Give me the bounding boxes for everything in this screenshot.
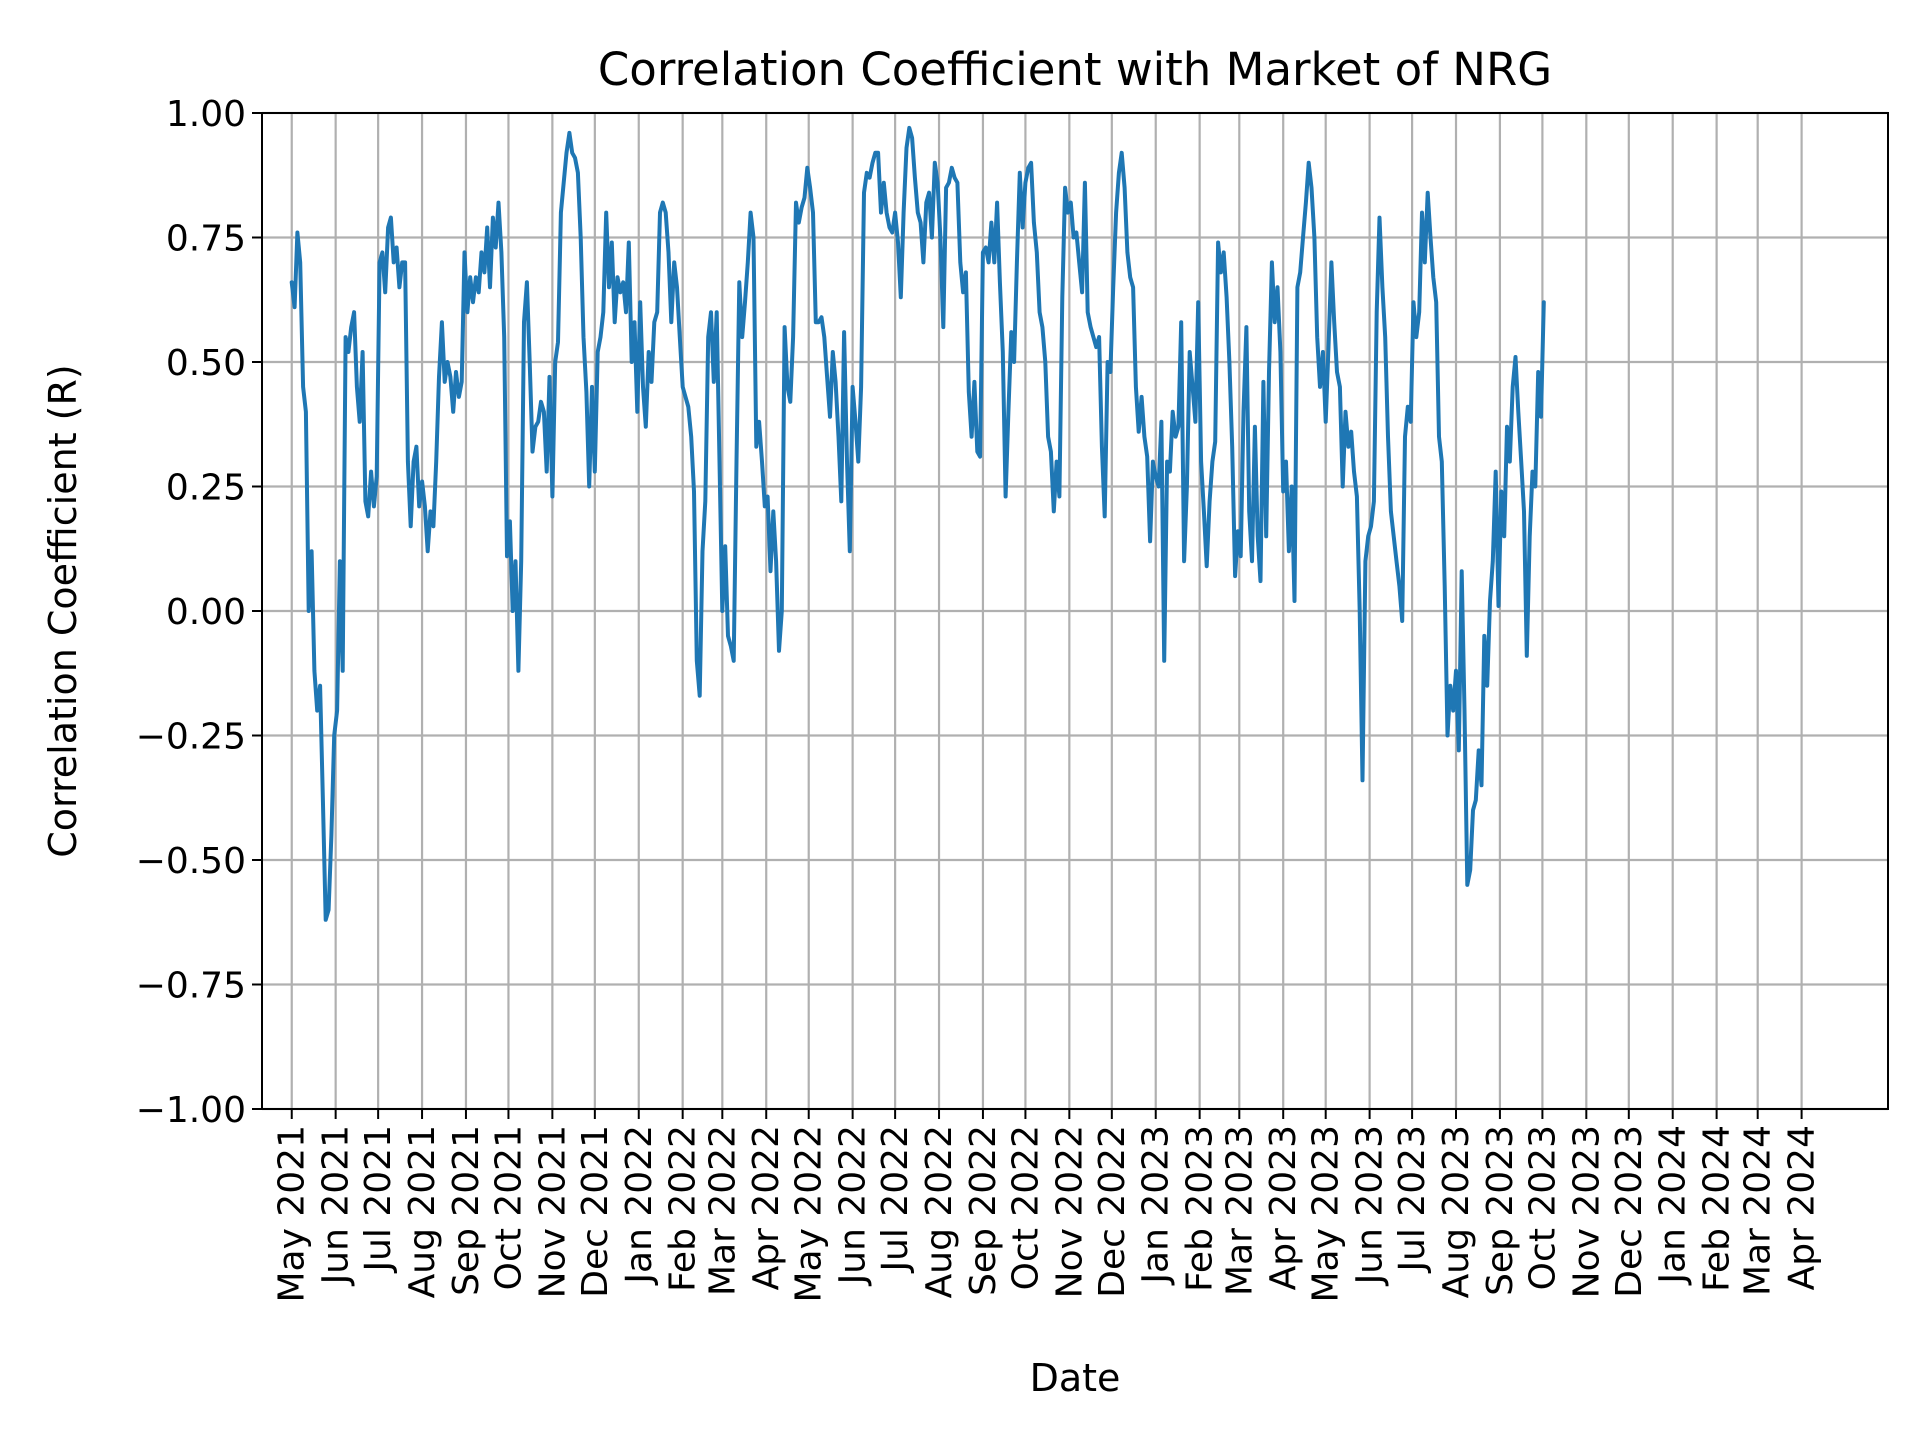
x-tick-label: Oct 2023 bbox=[1522, 1125, 1563, 1290]
x-tick-label: Dec 2023 bbox=[1609, 1125, 1650, 1298]
x-tick-label: Jun 2022 bbox=[833, 1125, 874, 1286]
series-layer bbox=[289, 125, 1546, 922]
y-tick-label: −0.75 bbox=[136, 966, 246, 1007]
x-tick-label: Mar 2022 bbox=[702, 1125, 743, 1296]
series-line bbox=[289, 125, 1546, 922]
x-tick-label: Apr 2022 bbox=[746, 1125, 787, 1290]
y-tick-label: −0.50 bbox=[136, 841, 246, 882]
x-tick-label: Nov 2022 bbox=[1049, 1125, 1090, 1298]
x-tick-label: Sep 2022 bbox=[963, 1125, 1004, 1296]
x-tick-label: Aug 2021 bbox=[402, 1125, 443, 1298]
y-tick-label: 1.00 bbox=[166, 94, 246, 135]
x-tick-label: Feb 2022 bbox=[663, 1125, 704, 1292]
x-tick-label: Jun 2021 bbox=[316, 1125, 357, 1286]
x-tick-label: Jan 2024 bbox=[1653, 1125, 1694, 1286]
y-tick-label: 0.50 bbox=[166, 343, 246, 384]
x-tick-label: Jul 2021 bbox=[358, 1125, 399, 1274]
x-tick-label: May 2022 bbox=[789, 1125, 830, 1303]
x-tick-label: Jan 2023 bbox=[1136, 1125, 1177, 1286]
x-axis-label: Date bbox=[1030, 1356, 1121, 1400]
x-tick-label: May 2021 bbox=[272, 1125, 313, 1303]
x-tick-label: Oct 2022 bbox=[1005, 1125, 1046, 1290]
x-tick-label: Jul 2022 bbox=[875, 1125, 916, 1274]
x-tick-label: Feb 2024 bbox=[1697, 1125, 1738, 1292]
x-tick-label: Nov 2021 bbox=[532, 1125, 573, 1298]
x-tick-label: Aug 2022 bbox=[919, 1125, 960, 1298]
x-tick-label: Jan 2022 bbox=[619, 1125, 660, 1286]
x-tick-label: Aug 2023 bbox=[1436, 1125, 1477, 1298]
x-tick-label: Sep 2021 bbox=[446, 1125, 487, 1296]
x-tick-label: Mar 2023 bbox=[1219, 1125, 1260, 1296]
y-tick-label: 0.75 bbox=[166, 219, 246, 260]
axis-ticks: 1.00 0.75 0.50 0.25 0.00 −0.25 −0.50 −0.75 −1.00… bbox=[136, 94, 1823, 1303]
x-tick-label: May 2023 bbox=[1306, 1125, 1347, 1303]
x-tick-label: Dec 2022 bbox=[1092, 1125, 1133, 1298]
y-tick-label: −1.00 bbox=[136, 1090, 246, 1131]
y-tick-label: 0.25 bbox=[166, 468, 246, 509]
x-tick-label: Feb 2023 bbox=[1180, 1125, 1221, 1292]
y-tick-label: 0.00 bbox=[166, 592, 246, 633]
x-tick-label: Jul 2023 bbox=[1392, 1125, 1433, 1274]
x-tick-label: Jun 2023 bbox=[1350, 1125, 1391, 1286]
x-tick-label: Dec 2021 bbox=[575, 1125, 616, 1298]
x-tick-label: Nov 2023 bbox=[1566, 1125, 1607, 1298]
y-tick-label: −0.25 bbox=[136, 717, 246, 758]
chart-title: Correlation Coefficient with Market of N… bbox=[598, 43, 1552, 96]
x-tick-label: Apr 2023 bbox=[1263, 1125, 1304, 1290]
y-axis-label: Correlation Coefficient (R) bbox=[41, 364, 85, 857]
x-tick-label: Mar 2024 bbox=[1738, 1125, 1779, 1296]
x-tick-label: Sep 2023 bbox=[1480, 1125, 1521, 1296]
x-tick-label: Apr 2024 bbox=[1782, 1125, 1823, 1290]
x-tick-label: Oct 2021 bbox=[488, 1125, 529, 1290]
